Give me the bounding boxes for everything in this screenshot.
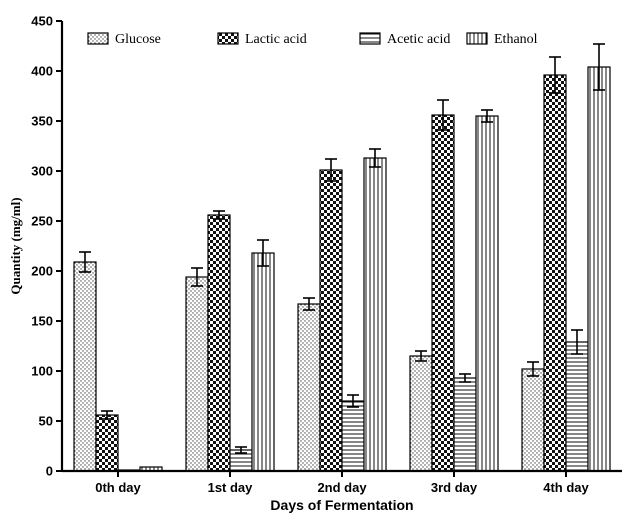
x-tick-label: 3rd day [431,480,478,495]
bar-lactic-acid-2 [319,169,343,472]
legend-swatch-lactic-acid [217,32,239,45]
y-axis-title: Quantity (mg/ml) [8,197,23,294]
legend-label: Lactic acid [245,32,307,47]
x-axis-ticks: 0th day 1st day 2nd day 3rd day 4th day [95,471,590,495]
bars-layer [73,66,611,472]
y-tick-label: 150 [31,314,53,329]
legend-label: Glucose [115,32,161,47]
bar-acetic-acid-3 [453,377,477,472]
bar-acetic-acid-4 [565,341,589,472]
bar-lactic-acid-0 [95,414,119,472]
x-axis-title: Days of Fermentation [270,497,413,513]
bar-lactic-acid-1 [207,214,231,472]
x-tick-label: 0th day [95,480,141,495]
y-tick-label: 50 [39,414,53,429]
error-bars-layer [79,43,605,454]
y-tick-label: 100 [31,364,53,379]
bar-acetic-acid-2 [341,400,365,472]
y-tick-label: 350 [31,114,53,129]
legend-swatch-glucose [87,32,109,45]
bar-glucose-4 [521,368,545,472]
y-tick-label: 450 [31,14,53,29]
y-tick-label: 300 [31,164,53,179]
y-axis-ticks: 0 50 100 150 200 250 300 350 400 450 [31,14,62,479]
bar-ethanol-3 [475,115,499,472]
bar-glucose-0 [73,261,97,472]
bar-glucose-1 [185,276,209,472]
x-tick-label: 2nd day [317,480,367,495]
y-tick-label: 400 [31,64,53,79]
y-tick-label: 200 [31,264,53,279]
x-tick-label: 4th day [543,480,589,495]
bar-lactic-acid-3 [431,114,455,472]
legend-swatch-acetic-acid [359,32,381,45]
bar-ethanol-4 [587,66,611,472]
bar-lactic-acid-4 [543,74,567,472]
y-tick-label: 0 [46,464,53,479]
bar-ethanol-2 [363,157,387,472]
legend-label: Ethanol [494,32,538,47]
legend-label: Acetic acid [387,32,450,47]
bar-ethanol-1 [251,252,275,472]
y-tick-label: 250 [31,214,53,229]
x-tick-label: 1st day [208,480,254,495]
legend-swatch-ethanol [466,32,488,45]
bar-glucose-3 [409,355,433,472]
bar-glucose-2 [297,303,321,472]
legend: Glucose Lactic acid Acetic acid Ethanol [87,32,538,47]
